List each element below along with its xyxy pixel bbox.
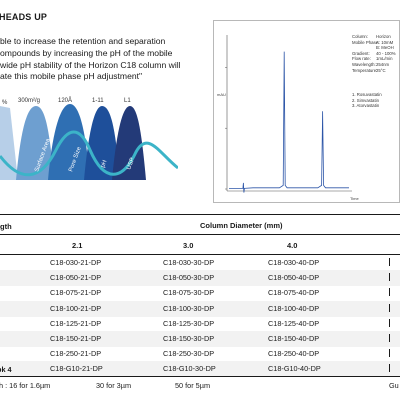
peak-item: 1. Rosuvastatin (352, 92, 382, 97)
part-number-cell: C18-100-21-DP (50, 303, 102, 313)
part-number-cell: C18-150-21-DP (50, 334, 102, 343)
peak-item: 3. Atorvastatin (352, 103, 380, 109)
part-number-cell: C18-075-30-DP (163, 288, 215, 298)
wave-curve-label: pH (100, 159, 108, 168)
condition-key: Gradient: (352, 50, 370, 56)
part-number-cell: C18-125-40-DP (268, 318, 320, 328)
condition-row: Mobile Phase:A: 10mM (352, 40, 400, 46)
condition-key: Wavelength: (352, 61, 376, 67)
condition-key: Flow rate: (352, 56, 371, 62)
condition-row: Column: Horizon (352, 34, 400, 40)
clipped-column-cell (389, 349, 391, 358)
column-diameter-header: Column Diameter (mm) (200, 221, 283, 230)
condition-key: Column: (352, 34, 369, 39)
condition-row: Gradient: 40 - 100% (352, 51, 400, 57)
clipped-column-cell (389, 334, 391, 342)
table-row-shade (0, 270, 400, 287)
wave-top-label: 300m²/g (18, 98, 40, 104)
wave-curve (84, 106, 120, 180)
wave-curve-label: USP (126, 157, 136, 171)
column-features-wave-graphic: % 300m²/g 120Å 1-11 L1 Surface Area Pore… (0, 97, 178, 180)
intro-line: wide pH stability of the Horizon C18 col… (0, 59, 181, 70)
wave-top-label: L1 (124, 98, 131, 104)
clipped-column-cell (389, 288, 391, 297)
diameter-header-4-0: 4.0 (287, 241, 298, 250)
clipped-column-cell (389, 303, 391, 312)
row-label-pk4: pk 4 (0, 365, 12, 374)
condition-key: Mobile Phase: (352, 39, 380, 45)
wave-top-label: 1-11 (92, 98, 104, 104)
footer-note-5um: 50 for 5µm (175, 381, 211, 390)
part-number-cell: C18-030-30-DP (163, 258, 215, 267)
part-number-cell: C18-050-40-DP (268, 273, 320, 283)
subheader-divider (0, 254, 400, 255)
condition-value: Horizon (376, 34, 391, 39)
clipped-column-cell (389, 364, 391, 373)
part-number-cell: C18-100-30-DP (163, 303, 215, 313)
part-number-cell: C18-G10-30-DP (163, 364, 216, 374)
length-header: gth (0, 222, 12, 231)
condition-value: 1mL/min (376, 56, 393, 62)
part-number-cell: C18-250-40-DP (268, 349, 320, 359)
header-divider (0, 234, 400, 235)
footer-note-right: Gu (389, 381, 399, 390)
clipped-column-cell (389, 318, 391, 327)
part-number-cell: C18-075-21-DP (50, 288, 102, 298)
chromatogram-trace (229, 51, 349, 193)
wave-curve (48, 104, 90, 180)
y-axis-title: mAU (217, 92, 226, 97)
condition-value: 40 - 100% (376, 50, 396, 56)
condition-row: Temperature:25°C (352, 68, 400, 74)
wave-top-label: 120Å (58, 97, 72, 104)
table-top-rule (0, 214, 400, 215)
part-number-cell: C18-075-40-DP (268, 288, 320, 298)
x-axis-title: Time (350, 196, 360, 201)
part-number-cell: C18-050-30-DP (163, 273, 215, 283)
intro-paragraph: ble to increase the retention and separa… (0, 36, 198, 83)
part-number-cell: C18-150-40-DP (268, 334, 320, 343)
condition-key: Temperature: (352, 67, 378, 73)
condition-value: B: MeOH (376, 45, 394, 51)
table-row-shade (0, 300, 400, 317)
wave-accent-line (0, 130, 178, 177)
peak-item: 2. Simvastatin (352, 97, 379, 103)
wave-curve (16, 106, 54, 180)
diameter-header-3-0: 3.0 (183, 241, 194, 250)
condition-row: B: MeOH (352, 45, 400, 51)
part-number-cell: C18-G10-21-DP (50, 364, 103, 374)
part-number-cell: C18-100-40-DP (268, 303, 320, 313)
section-heading: HEADS UP (0, 12, 48, 22)
part-number-cell: C18-030-40-DP (268, 258, 320, 267)
part-number-cell: C18-250-21-DP (50, 349, 102, 359)
footer-note-3um: 30 for 3µm (96, 381, 132, 390)
wave-top-label: % (2, 100, 8, 106)
part-number-cell: C18-125-30-DP (163, 318, 215, 328)
intro-line: ompounds by increasing the pH of the mob… (0, 47, 173, 58)
chromatogram-chart: Time (225, 35, 360, 201)
intro-line: ble to increase the retention and separa… (0, 36, 166, 46)
diameter-header-2-1: 2.1 (72, 241, 83, 250)
condition-row: Flow rate: 1mL/min (352, 56, 400, 62)
part-number-cell: C18-050-21-DP (50, 273, 102, 283)
intro-line: ate this mobile phase pH adjustment" (0, 71, 143, 82)
part-number-cell: C18-125-21-DP (50, 318, 102, 328)
clipped-column-cell (389, 258, 391, 266)
part-number-cell: C18-250-30-DP (163, 349, 215, 359)
condition-value: 254nm (376, 61, 390, 67)
part-number-cell: C18-150-30-DP (163, 334, 215, 343)
condition-row: Wavelength:254nm (352, 62, 400, 68)
peak-legend: 1. Rosuvastatin 2. Simvastatin 3. Atorva… (352, 92, 400, 114)
chromatogram-conditions: Column: Horizon Mobile Phase:A: 10mM B: M… (352, 34, 400, 96)
table-row-shade (0, 331, 400, 347)
wave-curve (112, 106, 146, 180)
footer-note-lead: h : 16 for 1.6µm (0, 381, 51, 390)
condition-value: 25°C (376, 67, 386, 73)
condition-value: A: 10mM (376, 39, 394, 45)
table-row-shade (0, 361, 400, 378)
part-number-cell: C18-G10-40-DP (268, 364, 321, 374)
part-number-cell: C18-030-21-DP (50, 258, 102, 267)
wave-curve (0, 106, 18, 180)
clipped-column-cell (389, 273, 391, 282)
table-bottom-rule (0, 376, 400, 377)
